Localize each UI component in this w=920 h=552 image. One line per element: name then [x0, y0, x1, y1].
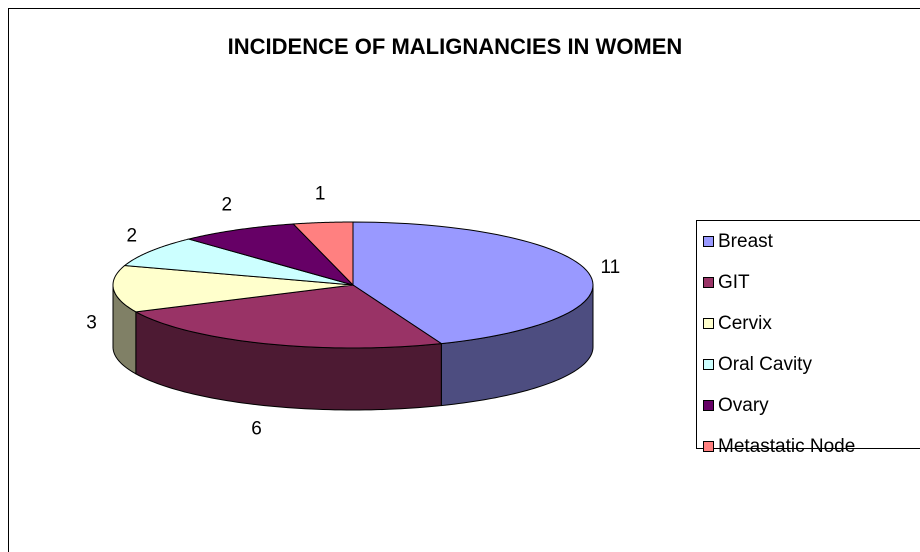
data-label: 3	[86, 313, 97, 334]
chart-title: INCIDENCE OF MALIGNANCIES IN WOMEN	[228, 34, 683, 59]
legend-box	[696, 220, 920, 449]
legend-swatch	[703, 400, 714, 411]
slice	[186, 223, 355, 286]
data-label: 2	[126, 225, 137, 246]
legend-swatch	[703, 236, 714, 247]
legend-swatch	[703, 318, 714, 329]
data-label: 1	[315, 184, 326, 205]
legend-label: Metastatic Node	[718, 436, 855, 457]
legend-swatch	[703, 277, 714, 288]
legend-swatch	[703, 441, 714, 452]
data-label: 2	[221, 194, 232, 215]
legend-label: Ovary	[718, 395, 769, 416]
slice	[112, 265, 354, 313]
legend-label: Breast	[718, 231, 774, 252]
slice	[123, 238, 354, 286]
legend-label: Oral Cavity	[718, 354, 812, 375]
slice	[352, 221, 594, 345]
slice	[134, 284, 443, 349]
legend-swatch	[703, 359, 714, 370]
legend-label: Cervix	[718, 313, 772, 334]
pie-tops	[112, 221, 594, 349]
data-label: 6	[251, 418, 262, 439]
slice	[292, 221, 354, 287]
data-label: 11	[600, 257, 620, 278]
legend-label: GIT	[718, 272, 750, 293]
